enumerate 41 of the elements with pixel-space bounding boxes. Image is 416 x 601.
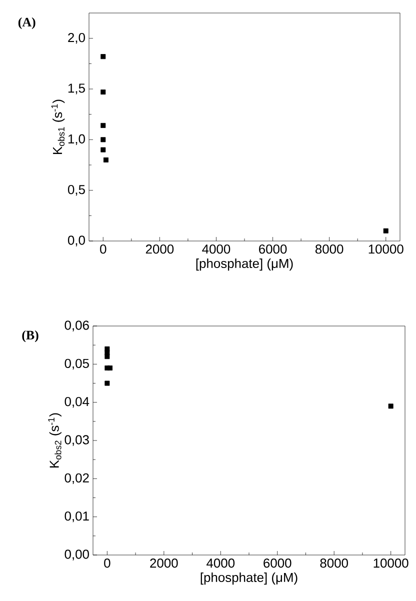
x-tick-label: 2000 xyxy=(146,244,174,254)
x-axis-title: [phosphate] (μM) xyxy=(200,572,298,585)
y-tick-label: 0,05 xyxy=(64,358,89,370)
point xyxy=(108,365,113,370)
y-tick-label: 2,0 xyxy=(68,32,85,44)
x-tick-label: 10000 xyxy=(374,558,408,568)
point xyxy=(104,354,110,360)
point xyxy=(100,122,106,128)
point xyxy=(388,404,394,409)
point xyxy=(100,54,106,60)
y-tick-label: 1,0 xyxy=(68,134,85,146)
x-tick-label: 8000 xyxy=(320,558,348,568)
y-tick-label: 0,02 xyxy=(64,473,89,484)
x-axis-title: [phosphate] (μM) xyxy=(196,258,293,271)
y-tick-label: 0,0 xyxy=(68,236,85,246)
point xyxy=(100,137,106,142)
x-tick-label: 6000 xyxy=(264,558,292,568)
y-tick-label: 0,03 xyxy=(64,435,89,446)
y-tick-label: 1,5 xyxy=(68,84,85,94)
point xyxy=(100,90,106,95)
x-tick-label: 4000 xyxy=(206,558,235,568)
point xyxy=(103,157,108,162)
x-tick-label: 2000 xyxy=(150,558,178,568)
x-tick-label: 0 xyxy=(104,558,110,568)
y-tick-label: 0,01 xyxy=(64,511,89,522)
point xyxy=(383,228,388,234)
y-tick-label: 0,04 xyxy=(64,396,90,408)
chart-title: (A) xyxy=(18,17,36,30)
x-tick-label: 10000 xyxy=(368,244,404,254)
y-tick-label: 0,5 xyxy=(68,184,85,196)
x-tick-label: 6000 xyxy=(259,244,287,254)
x-tick-label: 4000 xyxy=(202,244,230,254)
y-tick-label: 0,06 xyxy=(64,320,89,332)
chart-title: (B) xyxy=(22,330,38,342)
x-tick-label: 8000 xyxy=(315,244,344,254)
point xyxy=(104,380,110,386)
y-tick-label: 0,00 xyxy=(64,550,89,560)
y-axis-title: K$_{obs1}$ (s$^{-1}$) xyxy=(51,100,65,154)
y-axis-title: K$_{obs2}$ (s$^{-1}$) xyxy=(48,413,62,468)
point xyxy=(100,147,106,152)
x-tick-label: 0 xyxy=(100,244,106,254)
